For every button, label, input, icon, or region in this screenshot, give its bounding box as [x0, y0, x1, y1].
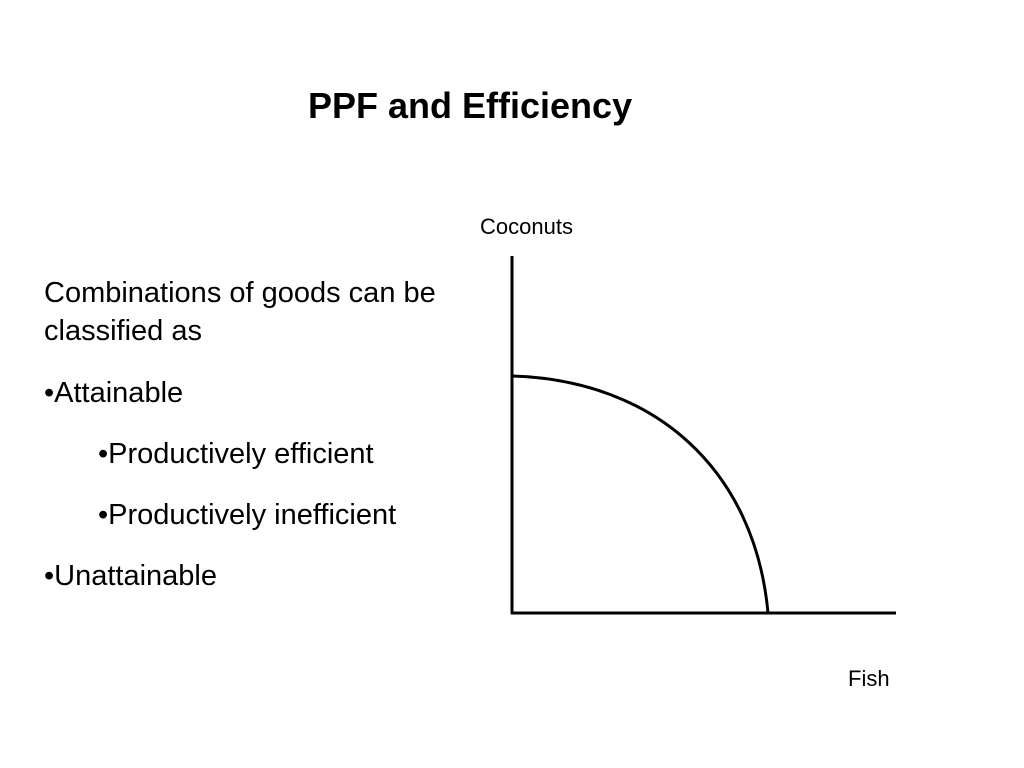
y-axis-label: Coconuts — [480, 214, 573, 239]
bullet-productively-efficient: •Productively efficient — [98, 438, 374, 470]
bullet-productively-inefficient: •Productively inefficient — [98, 499, 397, 531]
ppf-curve — [511, 374, 770, 614]
intro-text: Combinations of goods can be classified … — [44, 277, 436, 347]
bullet-attainable: •Attainable — [44, 377, 184, 409]
classification-text: Combinations of goods can be classified … — [44, 274, 484, 618]
x-axis-label: Fish — [848, 666, 890, 691]
slide-title: PPF and Efficiency — [308, 85, 633, 126]
bullet-unattainable: •Unattainable — [44, 560, 217, 592]
